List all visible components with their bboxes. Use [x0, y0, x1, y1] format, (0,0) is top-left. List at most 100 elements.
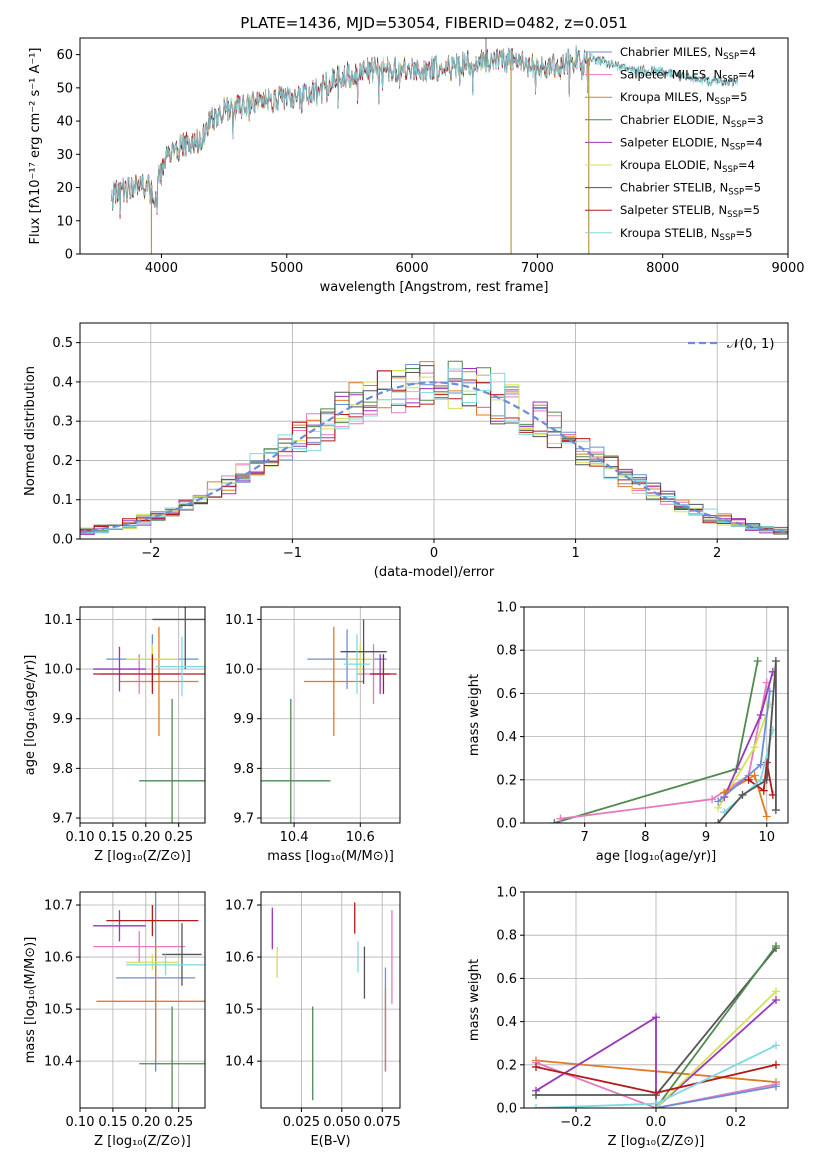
grid-age_vs_mass: [261, 607, 400, 823]
y-tick-label: 0.3: [52, 415, 73, 430]
x-axis-label: mass [log₁₀(M/M⊙)]: [267, 849, 394, 864]
spectrum-line-chabrier-miles: [110, 47, 591, 215]
y-tick-label: 20: [56, 181, 73, 196]
y-tick-label: 0.2: [496, 1058, 517, 1073]
y-axis-label: Normed distribution: [23, 366, 38, 496]
errorbar-kroupa-miles: [96, 944, 205, 1059]
plot-area-mass_vs_ebv: [271, 902, 393, 1101]
legend-label: Kroupa STELIB, NSSP=5: [620, 226, 752, 243]
y-tick-label: 10.0: [44, 663, 73, 678]
x-tick-label: 2: [713, 546, 721, 561]
x-tick-label: −2: [141, 546, 160, 561]
weight-line: [748, 762, 774, 796]
errorbar-chabrier-elodie: [139, 698, 205, 823]
weight-marker: [550, 819, 559, 823]
weight-series-salpeter-miles: [556, 678, 771, 823]
y-tick-label: 9.8: [233, 762, 254, 777]
y-tick-label: 10: [56, 214, 73, 229]
legend-label: Kroupa MILES, NSSP=5: [620, 90, 747, 107]
x-tick-label: 0.15: [98, 830, 127, 845]
x-tick-label: 0.20: [131, 830, 160, 845]
y-tick-label: 9.9: [52, 712, 73, 727]
y-tick-label: 10.1: [44, 613, 73, 628]
y-tick-label: 10.6: [225, 951, 254, 966]
legend: 𝒩(0, 1): [688, 337, 774, 352]
legend-label: 𝒩(0, 1): [727, 337, 774, 352]
y-tick-label: 10.1: [225, 613, 254, 628]
x-axis-label: Z [log₁₀(Z/Z⊙)]: [94, 849, 191, 864]
x-tick-label: −1: [283, 546, 302, 561]
x-tick-label: 9000: [771, 261, 804, 276]
axes-frame: [523, 891, 789, 1109]
spectrum-line-kroupa-miles: [110, 45, 591, 216]
weight-series-chabrier-miles: [714, 687, 774, 806]
y-tick-label: 50: [56, 81, 73, 96]
errorbar-chabrier-elodie: [261, 698, 331, 823]
x-tick-label: 9: [702, 830, 710, 845]
y-tick-label: 40: [56, 115, 73, 130]
x-tick-label: 0.15: [98, 1115, 127, 1130]
x-tick-label: 0.10: [66, 830, 95, 845]
y-tick-label: 0.1: [52, 493, 73, 508]
plot-area-massweight_vs_age: [550, 657, 780, 823]
y-tick-label: 60: [56, 48, 73, 63]
weight-line: [560, 682, 768, 820]
weight-marker: [652, 1088, 660, 1097]
x-tick-label: 7000: [521, 261, 554, 276]
plot-area-residuals: [80, 360, 788, 539]
weight-marker: [753, 657, 762, 665]
errorbar-kroupa-stelib: [155, 636, 205, 697]
x-axis-label: Z [log₁₀(Z/Z⊙)]: [608, 1134, 705, 1149]
weight-marker: [532, 1104, 540, 1108]
y-tick-label: 9.7: [52, 812, 73, 827]
y-tick-label: 10.0: [225, 663, 254, 678]
x-tick-label: 0.050: [323, 1115, 360, 1130]
x-tick-label: 10.4: [280, 830, 309, 845]
errorbar-kroupa-elodie: [347, 644, 374, 675]
weight-marker: [532, 1062, 540, 1071]
spectrum-line-kroupa-stelib: [110, 44, 739, 215]
weight-marker: [772, 1060, 780, 1069]
y-tick-label: 0.6: [496, 972, 517, 987]
y-axis-label: mass weight: [467, 674, 482, 756]
legend-label: Salpeter STELIB, NSSP=5: [620, 203, 760, 220]
y-tick-label: 0: [65, 248, 73, 263]
legend-label: Chabrier ELODIE, NSSP=3: [620, 113, 764, 130]
weight-marker: [708, 795, 717, 804]
errorbar-chabrier-elodie: [139, 1006, 205, 1108]
errorbar-chabrier-stelib: [152, 607, 205, 670]
weight-marker: [771, 806, 780, 815]
x-axis-label: (data-model)/error: [374, 565, 495, 580]
weight-marker: [652, 1104, 660, 1108]
weight-marker: [759, 786, 768, 795]
y-tick-label: 10.5: [44, 1003, 73, 1018]
weight-marker: [738, 790, 747, 799]
plot-area-mass_vs_Z: [93, 892, 205, 1108]
x-tick-label: 5000: [270, 261, 303, 276]
weight-marker: [772, 1082, 780, 1091]
weight-marker: [756, 711, 765, 719]
x-tick-label: 1: [571, 546, 579, 561]
y-tick-label: 30: [56, 148, 73, 163]
x-tick-label: 7: [581, 830, 589, 845]
x-tick-label: 0.2: [726, 1115, 747, 1130]
errorbar-chabrier-stelib: [162, 923, 202, 986]
x-tick-label: −0.2: [560, 1115, 592, 1130]
y-tick-label: 0.4: [496, 1015, 517, 1030]
grid-mass_vs_ebv: [261, 892, 400, 1108]
weight-marker: [744, 775, 753, 784]
y-axis-label: mass [log₁₀(M/M⊙)]: [23, 937, 38, 1064]
weight-line: [535, 1061, 777, 1108]
y-tick-label: 1.0: [496, 601, 517, 616]
legend: Chabrier MILES, NSSP=4 Salpeter MILES, NS…: [585, 45, 764, 243]
axes-frame: [79, 37, 789, 255]
weight-series-salpeter-elodie: [720, 667, 777, 802]
x-tick-label: 10.6: [346, 830, 375, 845]
weight-series-chabrier-elodie: [550, 657, 762, 823]
x-tick-label: 0.075: [364, 1115, 401, 1130]
y-tick-label: 0.2: [52, 454, 73, 469]
weight-marker: [772, 1041, 780, 1050]
x-tick-label: 6000: [396, 261, 429, 276]
weight-marker: [556, 814, 565, 823]
weight-marker: [772, 996, 780, 1004]
